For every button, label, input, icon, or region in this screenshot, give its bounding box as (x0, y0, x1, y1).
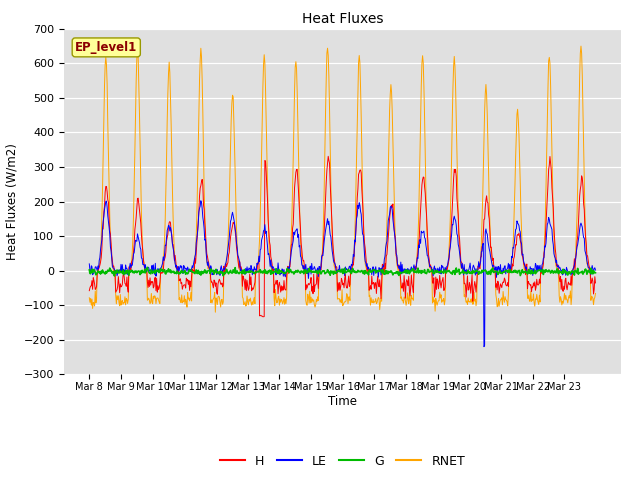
Y-axis label: Heat Fluxes (W/m2): Heat Fluxes (W/m2) (5, 143, 18, 260)
Text: EP_level1: EP_level1 (75, 41, 138, 54)
Legend: H, LE, G, RNET: H, LE, G, RNET (215, 450, 470, 473)
X-axis label: Time: Time (328, 395, 357, 408)
Title: Heat Fluxes: Heat Fluxes (301, 12, 383, 26)
